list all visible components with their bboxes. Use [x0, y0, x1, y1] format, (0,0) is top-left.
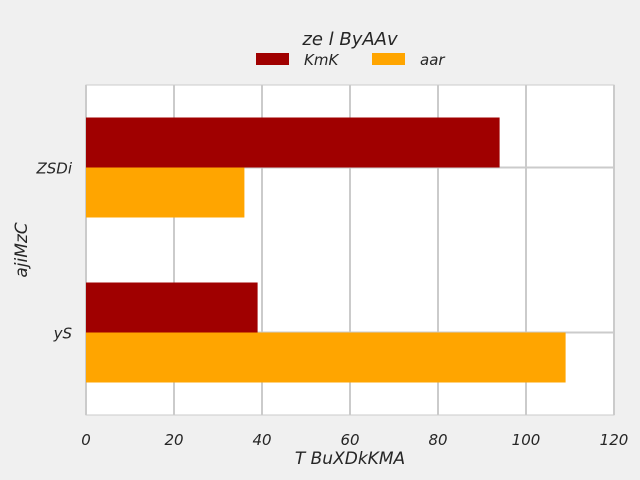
x-tick-label: 100 [512, 431, 541, 449]
bar-KmK-yS [86, 282, 258, 333]
x-tick-label: 120 [600, 431, 629, 449]
bar-KmK-ZSDi [86, 117, 500, 168]
y-tick-labels: yS ZSDi [35, 160, 72, 343]
bars [86, 117, 566, 383]
legend-label: aar [420, 51, 445, 69]
plot-border [85, 84, 615, 416]
x-tick-label: 60 [340, 431, 359, 449]
legend-swatch-KmK [256, 53, 289, 65]
legend-swatch-aar [372, 53, 405, 65]
x-tick-label: 80 [428, 431, 447, 449]
x-tick-label: 0 [81, 431, 91, 449]
x-tick-labels: 0 20 40 60 80 100 120 [81, 431, 628, 449]
x-axis-label: T BuXDkKMA [295, 449, 405, 469]
legend: KmK aar [256, 51, 445, 69]
x-tick-label: 40 [252, 431, 271, 449]
legend-title: ze l ByAAv [301, 29, 398, 50]
y-tick-label: yS [53, 325, 73, 343]
y-tick-label: ZSDi [35, 160, 72, 178]
legend-label: KmK [304, 51, 339, 69]
bar-aar-yS [86, 332, 566, 383]
y-axis-label: ajiMzC [12, 222, 32, 277]
bar-aar-ZSDi [86, 167, 245, 218]
x-tick-label: 20 [164, 431, 183, 449]
